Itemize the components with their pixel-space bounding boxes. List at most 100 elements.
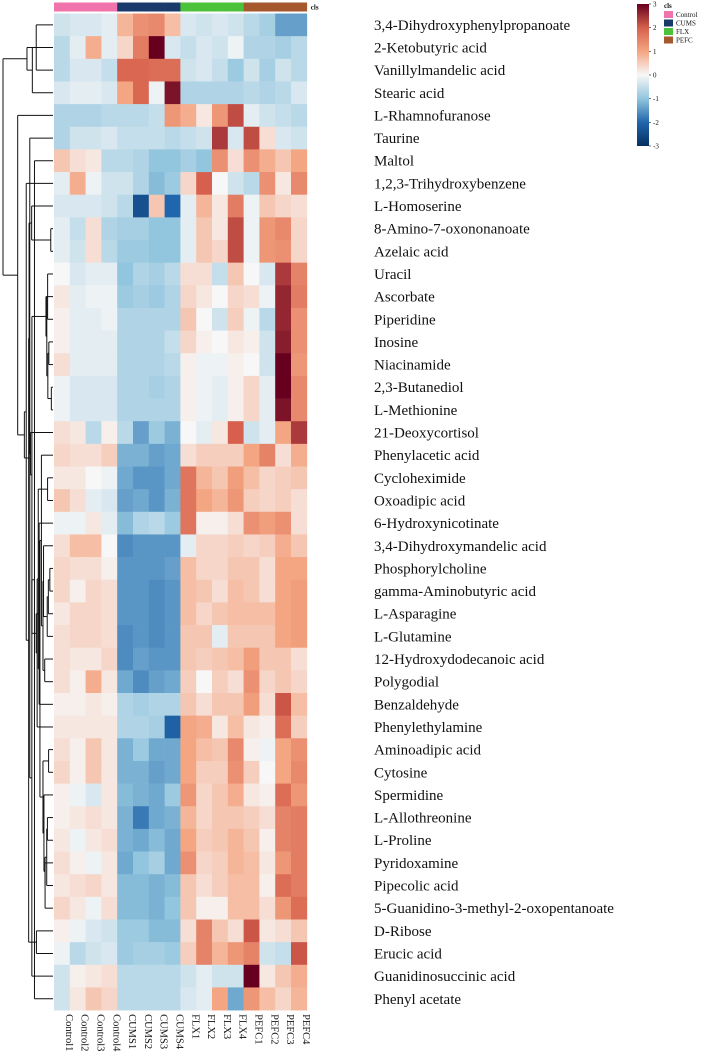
column-labels: Control1 Control2 Control3 Control4 CUMS1 CUM…	[63, 1014, 311, 1052]
cell-inosine-pefc3	[275, 330, 292, 354]
cell-polygodial-cums2	[133, 670, 150, 694]
cell-taurine-control4	[101, 126, 118, 150]
row-label: 3,4-Dihydroxyphenylpropanoate	[374, 18, 571, 34]
cell-aminoadipic-acid-control4	[101, 738, 118, 762]
cell-cytosine-control4	[101, 760, 118, 784]
cell-21-deoxycortisol-control3	[85, 421, 102, 445]
legend-swatch-control	[664, 11, 673, 18]
cell-cycloheximide-pefc3	[275, 466, 292, 490]
cell-3-4-dihydroxyphenylpropanoate-cums4	[164, 13, 181, 37]
cell-phenylethylamine-pefc1	[243, 715, 260, 739]
cell-cytosine-flx4	[227, 760, 244, 784]
cell-vanillylmandelic-acid-cums4	[164, 58, 181, 82]
cell-maltol-pefc4	[291, 149, 308, 173]
cell-8-amino-7-oxononanoate-pefc2	[259, 217, 276, 241]
cell-8-amino-7-oxononanoate-control1	[54, 217, 71, 241]
cell-stearic-acid-pefc2	[259, 81, 276, 105]
cell-d-ribose-pefc2	[259, 919, 276, 943]
cell-3-4-dihydroxyphenylpropanoate-control3	[85, 13, 102, 37]
cell-5-guanidino-3-methyl-2-oxopentanoate-cums1	[117, 896, 134, 920]
cell-l-proline-flx1	[180, 828, 197, 852]
cell-cycloheximide-cums1	[117, 466, 134, 490]
column-label: CUMS2	[142, 1014, 153, 1049]
cell-piperidine-flx1	[180, 307, 197, 331]
cell-2-3-butanediol-flx4	[227, 375, 244, 399]
column-label: PEFC1	[253, 1014, 264, 1044]
cell-6-hydroxynicotinate-pefc2	[259, 511, 276, 535]
cell-8-amino-7-oxononanoate-flx2	[196, 217, 213, 241]
cell-6-hydroxynicotinate-pefc1	[243, 511, 260, 535]
cell-ascorbate-cums3	[148, 285, 165, 309]
cell-2-3-butanediol-control4	[101, 375, 118, 399]
cell-6-hydroxynicotinate-cums4	[164, 511, 181, 535]
cell-l-allothreonine-cums1	[117, 806, 134, 830]
cell-cytosine-flx3	[212, 760, 229, 784]
cell-inosine-control3	[85, 330, 102, 354]
cell-spermidine-pefc1	[243, 783, 260, 807]
cell-phenylethylamine-flx1	[180, 715, 197, 739]
cell-l-methionine-pefc3	[275, 398, 292, 422]
cell-polygodial-control3	[85, 670, 102, 694]
cell-l-asparagine-flx4	[227, 602, 244, 626]
cell-cytosine-cums4	[164, 760, 181, 784]
cell-aminoadipic-acid-control3	[85, 738, 102, 762]
cell-oxoadipic-acid-cums2	[133, 489, 150, 513]
cell-phenylethylamine-pefc3	[275, 715, 292, 739]
cell-pipecolic-acid-cums2	[133, 874, 150, 898]
cell-ascorbate-cums1	[117, 285, 134, 309]
cell-5-guanidino-3-methyl-2-oxopentanoate-pefc1	[243, 896, 260, 920]
cell-phenylethylamine-pefc4	[291, 715, 308, 739]
cell-oxoadipic-acid-pefc4	[291, 489, 308, 513]
cell-ascorbate-cums4	[164, 285, 181, 309]
cell-vanillylmandelic-acid-cums2	[133, 58, 150, 82]
column-label: PEFC2	[268, 1014, 279, 1044]
cell-uracil-flx3	[212, 262, 229, 286]
cell-1-2-3-trihydroxybenzene-flx1	[180, 172, 197, 196]
cell-stearic-acid-cums1	[117, 81, 134, 105]
cell-spermidine-flx3	[212, 783, 229, 807]
cell-spermidine-flx4	[227, 783, 244, 807]
cell-azelaic-acid-flx3	[212, 240, 229, 263]
cell-l-allothreonine-cums3	[148, 806, 165, 830]
cell-stearic-acid-control3	[85, 81, 102, 105]
cell-l-proline-pefc3	[275, 828, 292, 852]
cell-phenylethylamine-control2	[69, 715, 86, 739]
cell-l-proline-flx2	[196, 828, 213, 852]
cell-guanidinosuccinic-acid-cums2	[133, 964, 150, 988]
row-label: 2-Ketobutyric acid	[374, 40, 487, 56]
row-dendrogram	[2, 24, 53, 1000]
cell-12-hydroxydodecanoic-acid-cums1	[117, 647, 134, 671]
column-label: FLX4	[237, 1014, 248, 1040]
cell-polygodial-flx4	[227, 670, 244, 694]
cell-1-2-3-trihydroxybenzene-flx3	[212, 172, 229, 196]
row-labels: 3,4-Dihydroxyphenylpropanoate 2-Ketobutyr…	[374, 18, 614, 1008]
cell-uracil-control4	[101, 262, 118, 286]
cell-aminoadipic-acid-pefc4	[291, 738, 308, 762]
cell-guanidinosuccinic-acid-flx2	[196, 964, 213, 988]
cell-piperidine-control3	[85, 307, 102, 331]
cell-benzaldehyde-cums2	[133, 693, 150, 716]
cell-2-3-butanediol-cums3	[148, 375, 165, 399]
cell-2-3-butanediol-control3	[85, 375, 102, 399]
cell-cytosine-flx2	[196, 760, 213, 784]
cell-benzaldehyde-cums4	[164, 693, 181, 716]
cell-l-methionine-cums1	[117, 398, 134, 422]
cell-l-asparagine-control1	[54, 602, 71, 626]
cell-gamma-aminobutyric-acid-cums1	[117, 579, 134, 603]
cell-phenylacetic-acid-flx3	[212, 443, 229, 467]
cell-guanidinosuccinic-acid-cums4	[164, 964, 181, 988]
cell-cytosine-flx1	[180, 760, 197, 784]
cell-l-proline-control3	[85, 828, 102, 852]
cell-5-guanidino-3-methyl-2-oxopentanoate-control3	[85, 896, 102, 920]
cell-21-deoxycortisol-flx4	[227, 421, 244, 445]
cell-pipecolic-acid-pefc3	[275, 874, 292, 898]
cell-phenyl-acetate-flx2	[196, 987, 213, 1011]
cell-l-glutamine-control2	[69, 625, 86, 649]
cell-vanillylmandelic-acid-flx1	[180, 58, 197, 82]
cell-l-asparagine-flx3	[212, 602, 229, 626]
cell-6-hydroxynicotinate-control1	[54, 511, 71, 535]
row-label: L-Rhamnofuranose	[374, 108, 491, 124]
column-label: Control2	[79, 1014, 90, 1051]
cell-3-4-dihydroxymandelic-acid-flx2	[196, 534, 213, 558]
